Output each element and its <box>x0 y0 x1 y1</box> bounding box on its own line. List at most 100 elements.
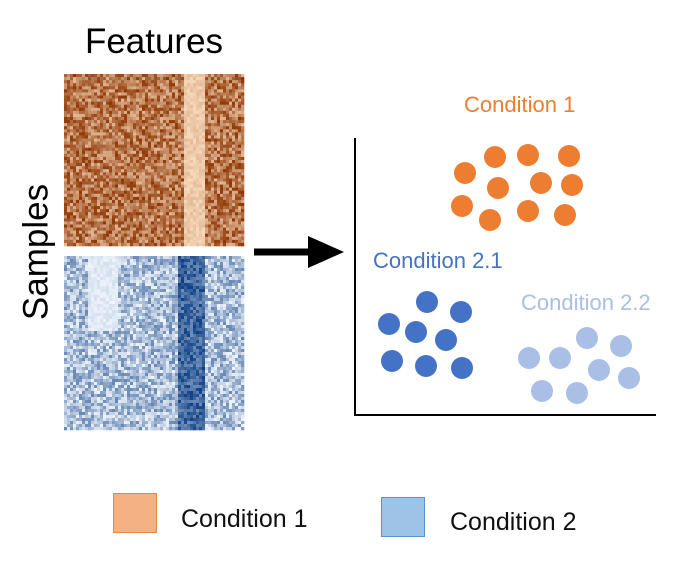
heatmap-cell <box>223 184 227 188</box>
heatmap-cell <box>136 184 140 188</box>
heatmap-cell <box>214 144 218 149</box>
heatmap-cell <box>196 187 200 192</box>
heatmap-cell <box>106 172 110 176</box>
heatmap-cell <box>124 147 128 152</box>
heatmap-cell <box>235 80 239 84</box>
heatmap-cell <box>142 233 146 238</box>
heatmap-cell <box>211 110 215 115</box>
heatmap-cell <box>151 203 155 207</box>
heatmap-cell <box>112 150 116 155</box>
heatmap-cell <box>85 190 89 195</box>
heatmap-cell <box>100 110 104 115</box>
heatmap-cell <box>190 74 194 78</box>
heatmap-cell <box>94 107 98 112</box>
heatmap-cell <box>67 153 71 158</box>
heatmap-cell <box>202 262 206 266</box>
heatmap-cell <box>103 83 107 87</box>
heatmap-cell <box>91 319 95 323</box>
heatmap-cell <box>217 98 221 102</box>
heatmap-cell <box>124 89 128 93</box>
heatmap-cell <box>88 227 92 231</box>
heatmap-cell <box>196 265 200 269</box>
heatmap-cell <box>70 196 74 201</box>
heatmap-cell <box>142 280 146 284</box>
heatmap-cell <box>175 150 179 155</box>
heatmap-cell <box>241 331 245 335</box>
heatmap-cell <box>109 292 113 296</box>
heatmap-cell <box>139 135 143 139</box>
heatmap-cell <box>238 166 242 170</box>
heatmap-cell <box>160 196 164 201</box>
heatmap-cell <box>208 172 212 176</box>
heatmap-cell <box>172 203 176 207</box>
heatmap-cell <box>187 203 191 207</box>
heatmap-cell <box>142 187 146 192</box>
heatmap-cell <box>76 178 80 182</box>
heatmap-cell <box>115 239 119 244</box>
heatmap-cell <box>217 129 221 133</box>
heatmap-cell <box>88 298 92 302</box>
heatmap-cell <box>178 259 182 263</box>
heatmap-cell <box>124 215 128 219</box>
heatmap-cell <box>154 304 158 308</box>
heatmap-cell <box>193 113 197 118</box>
heatmap-cell <box>94 150 98 155</box>
heatmap-cell <box>70 141 74 145</box>
heatmap-cell <box>214 113 218 118</box>
heatmap-cell <box>94 86 98 90</box>
heatmap-cell <box>172 239 176 244</box>
heatmap-cell <box>151 104 155 109</box>
heatmap-cell <box>199 292 203 296</box>
heatmap-cell <box>205 268 209 272</box>
heatmap-cell <box>214 190 218 195</box>
heatmap-cell <box>145 153 149 158</box>
heatmap-cell <box>172 101 176 106</box>
heatmap-cell <box>142 224 146 228</box>
heatmap-cell <box>154 310 158 314</box>
heatmap-cell <box>136 117 140 121</box>
heatmap-cell <box>226 166 230 170</box>
heatmap-cell <box>163 322 167 326</box>
heatmap-cell <box>73 89 77 93</box>
heatmap-cell <box>109 259 113 263</box>
heatmap-cell <box>196 262 200 266</box>
heatmap-cell <box>166 150 170 155</box>
heatmap-cell <box>76 256 80 260</box>
heatmap-cell <box>208 89 212 93</box>
heatmap-cell <box>139 310 143 314</box>
heatmap-cell <box>151 209 155 213</box>
heatmap-cell <box>166 104 170 109</box>
heatmap-cell <box>109 322 113 326</box>
heatmap-cell <box>88 286 92 290</box>
heatmap-cell <box>199 166 203 170</box>
heatmap-cell <box>223 74 227 78</box>
heatmap-cell <box>145 163 149 167</box>
heatmap-cell <box>142 150 146 155</box>
heatmap-cell <box>193 169 197 173</box>
heatmap-cell <box>226 135 230 139</box>
heatmap-cell <box>145 304 149 308</box>
heatmap-cell <box>169 199 173 204</box>
heatmap-cell <box>103 193 107 198</box>
heatmap-cell <box>109 126 113 130</box>
heatmap-cell <box>106 113 110 118</box>
heatmap-cell <box>115 295 119 299</box>
heatmap-cell <box>184 256 188 260</box>
heatmap-cell <box>82 283 86 287</box>
heatmap-cell <box>169 334 173 338</box>
heatmap-cell <box>73 172 77 176</box>
heatmap-cell <box>208 310 212 314</box>
heatmap-cell <box>106 187 110 192</box>
heatmap-cell <box>229 196 233 201</box>
heatmap-cell <box>196 313 200 317</box>
heatmap-cell <box>184 319 188 323</box>
heatmap-cell <box>154 203 158 207</box>
heatmap-cell <box>67 289 71 293</box>
heatmap-cell <box>226 271 230 275</box>
heatmap-cell <box>121 138 125 142</box>
heatmap-cell <box>196 203 200 207</box>
heatmap-cell <box>91 181 95 185</box>
heatmap-cell <box>220 95 224 99</box>
heatmap-cell <box>214 301 218 305</box>
heatmap-cell <box>79 187 83 192</box>
